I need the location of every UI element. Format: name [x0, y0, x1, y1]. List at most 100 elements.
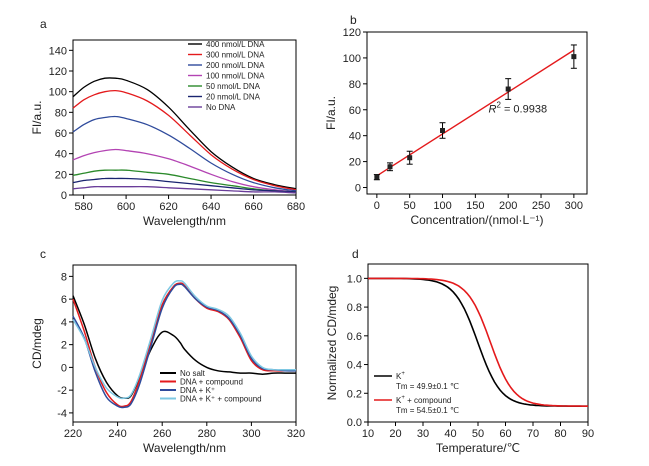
d-ytick-label: 0.8: [347, 302, 362, 314]
c-legend-label-0: No salt: [180, 369, 206, 378]
b-ytick-label: 120: [343, 27, 361, 39]
d-legend-ion-charge-1: +: [401, 395, 405, 401]
b-xtick-label: 250: [532, 200, 550, 212]
a-ytick-label: 80: [55, 107, 67, 119]
a-ytick-label: 40: [55, 149, 67, 161]
a-series-line-1: [72, 89, 297, 191]
b-data-point-2: [407, 155, 413, 161]
c-xtick-label: 240: [108, 428, 126, 440]
d-ytick-label: 0.2: [347, 388, 362, 400]
c-xtick-label: 280: [198, 428, 216, 440]
c-plot-frame: [72, 264, 297, 423]
a-xtick-label: 660: [244, 201, 262, 213]
c-ytick-label: 6: [61, 294, 67, 306]
d-x-axis-label: Temperature/℃: [436, 441, 520, 455]
c-ytick-label: 0: [61, 362, 67, 374]
a-legend-label-6: No DNA: [206, 103, 236, 112]
d-series-line-1: [368, 277, 588, 407]
d-ytick-label: 0.0: [347, 417, 362, 429]
a-series-line-3: [72, 148, 297, 193]
b-r-value: = 0.9938: [501, 103, 547, 115]
a-x-axis-label: Wavelength/nm: [143, 214, 226, 228]
d-xtick-label: 90: [582, 428, 594, 440]
b-xtick-label: 50: [404, 200, 416, 212]
a-series-line-0: [72, 77, 297, 190]
b-plot-frame: [366, 31, 588, 195]
d-legend-ion-0: K: [396, 372, 402, 381]
panel-c: 220 240 260 280 300 320 -4 -2 0 2 4 6 8 Wavelength/nm…: [30, 247, 305, 455]
a-series-line-6: [72, 186, 297, 194]
c-legend-label-1: DNA + compound: [180, 378, 243, 387]
a-y-axis-label: FI/a.u.: [30, 100, 44, 134]
d-ytick-label: 0.4: [347, 360, 362, 372]
b-data-point-4: [505, 86, 511, 92]
a-ytick-label: 60: [55, 128, 67, 140]
a-series-line-4: [72, 169, 297, 193]
c-xtick-label: 300: [242, 428, 260, 440]
a-ytick-label: 20: [55, 169, 67, 181]
panel-d: 10 20 30 40 50 60 70 80 90 0.0 0.2 0.4 0.6 0.8 1.0 Temp…: [325, 247, 594, 455]
c-xtick-label: 260: [153, 428, 171, 440]
d-xtick-label: 30: [417, 428, 429, 440]
b-x-axis-label: Concentration/(nmol·L⁻¹): [410, 213, 543, 227]
d-legend-ion-charge-0: +: [401, 371, 405, 377]
c-legend-label-2: DNA + K⁺: [180, 386, 215, 395]
a-series-line-2: [72, 115, 297, 192]
b-y-axis-label: FI/a.u.: [324, 96, 338, 130]
c-series-line-0: [72, 295, 296, 400]
d-legend-label-1: K+ + compound: [396, 395, 451, 405]
a-xtick-label: 680: [287, 201, 305, 213]
d-xtick-label: 20: [389, 428, 401, 440]
b-r-superscript: 2: [496, 100, 501, 109]
c-x-axis-label: Wavelength/nm: [143, 441, 226, 455]
b-data-point-0: [374, 174, 380, 180]
a-legend-label-2: 200 nmol/L DNA: [206, 61, 265, 70]
d-legend-suffix-1: + compound: [405, 396, 451, 405]
b-r-symbol: R: [488, 103, 496, 115]
a-xtick-label: 600: [117, 201, 135, 213]
b-ytick-label: 60: [349, 105, 361, 117]
d-legend-label-0: K+: [396, 371, 405, 381]
a-legend-label-5: 20 nmol/L DNA: [206, 93, 261, 102]
b-xtick-label: 200: [499, 200, 517, 212]
c-ytick-label: -4: [57, 408, 67, 420]
d-legend-tm-1: Tm = 54.5±0.1 ℃: [396, 406, 459, 415]
c-series-line-3: [72, 280, 296, 400]
b-data-point-5: [571, 54, 577, 60]
d-ytick-label: 1.0: [347, 273, 362, 285]
c-panel-letter: c: [40, 247, 46, 261]
d-xtick-label: 50: [472, 428, 484, 440]
d-xtick-label: 40: [444, 428, 456, 440]
b-ytick-label: 100: [343, 53, 361, 65]
a-plot-frame: [72, 39, 297, 196]
c-ytick-label: 2: [61, 340, 67, 352]
c-ytick-label: 4: [61, 317, 67, 329]
c-series-line-1: [72, 282, 296, 408]
a-legend-label-4: 50 nmol/L DNA: [206, 82, 261, 91]
b-ytick-label: 0: [355, 183, 361, 195]
panel-a: 580 600 620 640 660 680 0 20 40 60 80 100 120 140 Wave…: [30, 17, 305, 228]
b-xtick-label: 0: [374, 200, 380, 212]
a-ytick-label: 140: [49, 45, 67, 57]
c-ytick-label: 8: [61, 271, 67, 283]
b-ytick-label: 80: [349, 79, 361, 91]
d-panel-letter: d: [352, 247, 359, 261]
c-legend-label-3: DNA + K⁺ + compound: [180, 395, 262, 404]
c-ytick-label: -2: [57, 385, 67, 397]
c-xtick-label: 220: [64, 428, 82, 440]
b-ytick-label: 20: [349, 157, 361, 169]
a-xtick-label: 640: [202, 201, 220, 213]
b-ytick-label: 40: [349, 131, 361, 143]
d-xtick-label: 60: [499, 428, 511, 440]
a-series-line-5: [72, 177, 297, 193]
a-ytick-label: 100: [49, 87, 67, 99]
b-xtick-label: 100: [433, 200, 451, 212]
d-xtick-label: 70: [527, 428, 539, 440]
d-xtick-label: 10: [362, 428, 374, 440]
a-ytick-label: 120: [49, 66, 67, 78]
d-xtick-label: 80: [554, 428, 566, 440]
c-xtick-label: 320: [287, 428, 305, 440]
b-xtick-label: 300: [565, 200, 583, 212]
c-series-line-2: [72, 283, 297, 409]
